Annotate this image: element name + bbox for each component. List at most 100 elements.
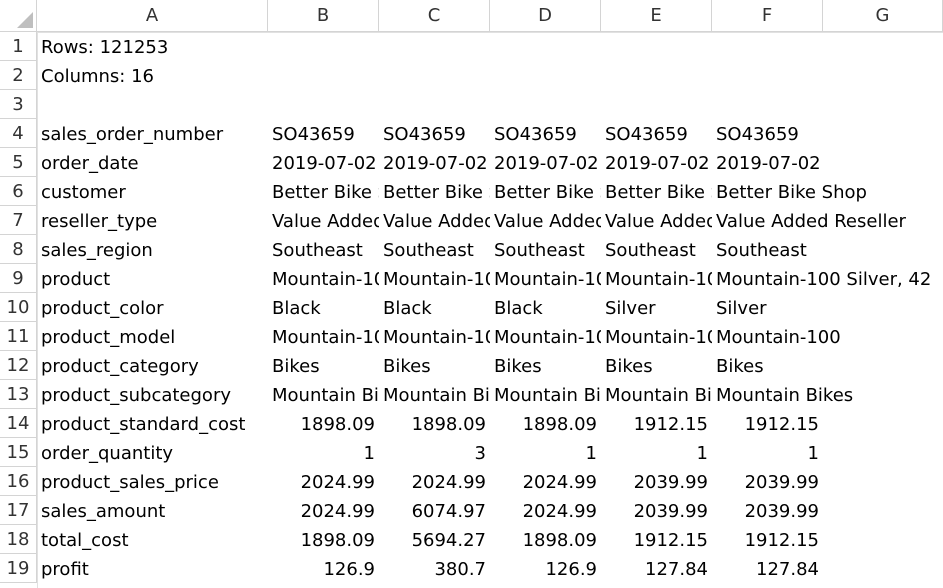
column-header-c[interactable]: C [379, 0, 490, 32]
cell-d7[interactable]: Value Added Reseller [494, 211, 601, 232]
cell-b4[interactable]: SO43659 [272, 124, 355, 145]
row-header-19[interactable]: 19 [0, 554, 37, 583]
cell-a18[interactable]: total_cost [41, 530, 129, 551]
cell-e15[interactable]: 1 [696, 443, 708, 464]
row-header-5[interactable]: 5 [0, 148, 37, 177]
cell-d9[interactable]: Mountain-100 Black, 48 [494, 269, 601, 290]
cell-c14[interactable]: 1898.09 [411, 414, 486, 435]
cell-a5[interactable]: order_date [41, 153, 139, 174]
cell-a19[interactable]: profit [41, 559, 89, 580]
cell-f12[interactable]: Bikes [716, 356, 764, 377]
row-header-6[interactable]: 6 [0, 177, 37, 206]
cell-c8[interactable]: Southeast [383, 240, 474, 261]
cell-a4[interactable]: sales_order_number [41, 124, 224, 145]
cell-d6[interactable]: Better Bike Shop [494, 182, 601, 203]
cell-c9[interactable]: Mountain-100 Black, 44 [383, 269, 490, 290]
row-header-2[interactable]: 2 [0, 61, 37, 90]
cell-e9[interactable]: Mountain-100 Silver, 38 [605, 269, 712, 290]
cell-e6[interactable]: Better Bike Shop [605, 182, 712, 203]
column-header-e[interactable]: E [601, 0, 712, 32]
row-header-3[interactable]: 3 [0, 90, 37, 119]
cell-a16[interactable]: product_sales_price [41, 472, 219, 493]
cell-e4[interactable]: SO43659 [605, 124, 688, 145]
cell-e16[interactable]: 2039.99 [633, 472, 708, 493]
cell-c18[interactable]: 5694.27 [411, 530, 486, 551]
row-header-15[interactable]: 15 [0, 438, 37, 467]
cell-f18[interactable]: 1912.15 [744, 530, 819, 551]
row-header-8[interactable]: 8 [0, 235, 37, 264]
cell-a2[interactable]: Columns: 16 [41, 66, 155, 87]
cell-b15[interactable]: 1 [363, 443, 375, 464]
column-header-a[interactable]: A [37, 0, 268, 32]
cell-f7[interactable]: Value Added Reseller [716, 211, 906, 232]
cell-f4[interactable]: SO43659 [716, 124, 799, 145]
cell-c16[interactable]: 2024.99 [411, 472, 486, 493]
cell-b11[interactable]: Mountain-100 [272, 327, 379, 348]
cell-c5[interactable]: 2019-07-02 [383, 153, 488, 174]
row-header-10[interactable]: 10 [0, 293, 37, 322]
row-header-11[interactable]: 11 [0, 322, 37, 351]
cell-b12[interactable]: Bikes [272, 356, 320, 377]
cell-e18[interactable]: 1912.15 [633, 530, 708, 551]
cell-b19[interactable]: 126.9 [323, 559, 375, 580]
cell-c10[interactable]: Black [383, 298, 432, 319]
cell-b7[interactable]: Value Added Reseller [272, 211, 379, 232]
cell-d17[interactable]: 2024.99 [522, 501, 597, 522]
cell-b13[interactable]: Mountain Bikes [272, 385, 379, 406]
cell-b8[interactable]: Southeast [272, 240, 363, 261]
cell-d10[interactable]: Black [494, 298, 543, 319]
cell-d5[interactable]: 2019-07-02 [494, 153, 599, 174]
row-header-13[interactable]: 13 [0, 380, 37, 409]
cell-e17[interactable]: 2039.99 [633, 501, 708, 522]
cell-a6[interactable]: customer [41, 182, 126, 203]
cell-c12[interactable]: Bikes [383, 356, 431, 377]
cell-b9[interactable]: Mountain-100 Black, 42 [272, 269, 379, 290]
cell-a11[interactable]: product_model [41, 327, 176, 348]
cell-d19[interactable]: 126.9 [545, 559, 597, 580]
cell-d4[interactable]: SO43659 [494, 124, 577, 145]
cell-c13[interactable]: Mountain Bikes [383, 385, 490, 406]
cell-c11[interactable]: Mountain-100 [383, 327, 490, 348]
cell-e12[interactable]: Bikes [605, 356, 653, 377]
cell-f5[interactable]: 2019-07-02 [716, 153, 821, 174]
cell-f8[interactable]: Southeast [716, 240, 807, 261]
cell-a8[interactable]: sales_region [41, 240, 153, 261]
cell-e7[interactable]: Value Added Reseller [605, 211, 712, 232]
cell-c19[interactable]: 380.7 [434, 559, 486, 580]
cell-d12[interactable]: Bikes [494, 356, 542, 377]
column-header-b[interactable]: B [268, 0, 379, 32]
cell-e10[interactable]: Silver [605, 298, 656, 319]
cell-f9[interactable]: Mountain-100 Silver, 42 [716, 269, 932, 290]
cell-c7[interactable]: Value Added Reseller [383, 211, 490, 232]
column-header-g[interactable]: G [823, 0, 943, 32]
cell-b5[interactable]: 2019-07-02 [272, 153, 377, 174]
select-all-button[interactable] [0, 0, 37, 32]
row-header-17[interactable]: 17 [0, 496, 37, 525]
cell-c4[interactable]: SO43659 [383, 124, 466, 145]
cell-c6[interactable]: Better Bike Shop [383, 182, 490, 203]
cell-e8[interactable]: Southeast [605, 240, 696, 261]
cell-e11[interactable]: Mountain-100 [605, 327, 712, 348]
cell-e14[interactable]: 1912.15 [633, 414, 708, 435]
cell-b10[interactable]: Black [272, 298, 321, 319]
cell-b16[interactable]: 2024.99 [300, 472, 375, 493]
cell-f17[interactable]: 2039.99 [744, 501, 819, 522]
row-header-14[interactable]: 14 [0, 409, 37, 438]
cell-e13[interactable]: Mountain Bikes [605, 385, 712, 406]
cell-f13[interactable]: Mountain Bikes [716, 385, 854, 406]
cell-a10[interactable]: product_color [41, 298, 164, 319]
cell-b18[interactable]: 1898.09 [300, 530, 375, 551]
cell-d13[interactable]: Mountain Bikes [494, 385, 601, 406]
cell-e19[interactable]: 127.84 [645, 559, 708, 580]
cell-a1[interactable]: Rows: 121253 [41, 37, 169, 58]
cell-d16[interactable]: 2024.99 [522, 472, 597, 493]
row-header-18[interactable]: 18 [0, 525, 37, 554]
cell-a7[interactable]: reseller_type [41, 211, 158, 232]
cell-d14[interactable]: 1898.09 [522, 414, 597, 435]
cell-d15[interactable]: 1 [585, 443, 597, 464]
cell-a17[interactable]: sales_amount [41, 501, 166, 522]
cell-a15[interactable]: order_quantity [41, 443, 174, 464]
cell-c17[interactable]: 6074.97 [411, 501, 486, 522]
cell-a12[interactable]: product_category [41, 356, 199, 377]
row-header-9[interactable]: 9 [0, 264, 37, 293]
